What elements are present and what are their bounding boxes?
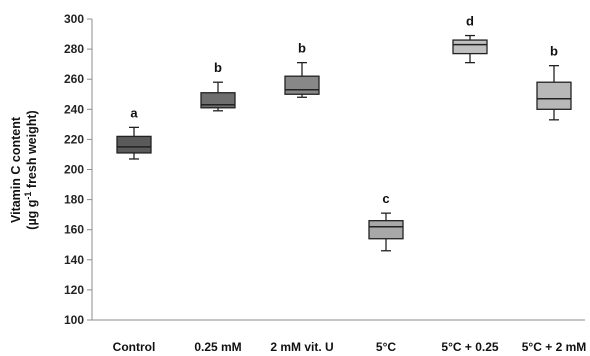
x-tick-label: 5°C bbox=[376, 340, 396, 354]
x-tick-label: 0.25 mM bbox=[194, 340, 241, 354]
y-axis-label-superscript: -1 bbox=[23, 192, 33, 200]
y-axis-label-line1: Vitamin C content bbox=[9, 116, 23, 223]
y-tick-label: 100 bbox=[64, 313, 84, 327]
x-tick-label: 2 mM vit. U bbox=[270, 340, 333, 354]
box-4: c bbox=[368, 191, 404, 252]
y-axis-label-line2: (µg g-1 fresh weight) bbox=[23, 110, 39, 229]
iqr-box bbox=[284, 75, 320, 95]
y-tick-label: 300 bbox=[64, 12, 84, 26]
box-1: a bbox=[116, 105, 152, 160]
y-tick-label: 240 bbox=[64, 102, 84, 116]
x-tick-label: Control bbox=[113, 340, 156, 354]
iqr-box bbox=[200, 92, 236, 109]
y-axis: 100 120 140 160 180 200 220 240 260 280 300 bbox=[64, 12, 93, 327]
x-tick-label: 5°C + 0.25 bbox=[441, 340, 498, 354]
y-tick-label: 280 bbox=[64, 42, 84, 56]
x-tick-label: 5°C + 2 mM bbox=[522, 340, 587, 354]
significance-letter: c bbox=[382, 191, 389, 206]
significance-letter: b bbox=[550, 44, 558, 59]
box-5: d bbox=[452, 14, 488, 64]
y-tick-label: 220 bbox=[64, 132, 84, 146]
iqr-box bbox=[536, 81, 572, 110]
significance-letter: a bbox=[130, 105, 138, 120]
significance-letter: d bbox=[466, 14, 474, 29]
y-tick-label: 140 bbox=[64, 253, 84, 267]
box-3: b bbox=[284, 41, 320, 98]
significance-letter: b bbox=[214, 60, 222, 75]
y-tick-label: 260 bbox=[64, 72, 84, 86]
y-tick-label: 200 bbox=[64, 163, 84, 177]
significance-letter: b bbox=[298, 41, 306, 56]
box-6: b bbox=[536, 44, 572, 121]
iqr-box bbox=[452, 39, 488, 55]
y-tick-label: 120 bbox=[64, 283, 84, 297]
box-series: a b b c d b bbox=[116, 14, 572, 252]
y-axis-label-unit: (µg g bbox=[25, 200, 39, 230]
box-2: b bbox=[200, 60, 236, 112]
y-tick-label: 160 bbox=[64, 223, 84, 237]
iqr-box bbox=[116, 135, 152, 154]
x-axis: Control 0.25 mM 2 mM vit. U 5°C 5°C + 0.25 5°… bbox=[92, 319, 587, 354]
iqr-box bbox=[368, 220, 404, 240]
y-axis-label-unit-tail: fresh weight) bbox=[25, 110, 39, 191]
y-tick-label: 180 bbox=[64, 193, 84, 207]
